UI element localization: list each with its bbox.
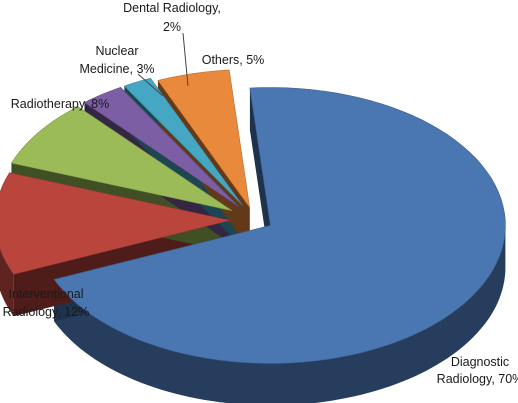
data-label-line: Dental Radiology, bbox=[123, 1, 221, 15]
slice-radiotherapy bbox=[10, 106, 233, 211]
data-label-line: Radiotherapy, 8% bbox=[11, 97, 109, 111]
slice-side-1 bbox=[0, 248, 14, 317]
data-label-diagnostic-radiology: Diagnostic Radiology, 70% bbox=[437, 355, 518, 386]
slice-interventional-radiology bbox=[0, 172, 231, 275]
data-label-line: Radiology, 12% bbox=[3, 305, 90, 319]
data-label-nuclear-medicine: Nuclear Medicine, 3% bbox=[79, 44, 154, 76]
data-label-radiotherapy: Radiotherapy, 8% bbox=[11, 97, 109, 111]
slice-others bbox=[157, 69, 250, 208]
leader-line-3 bbox=[137, 73, 164, 97]
slice-diagnostic-radiology bbox=[53, 87, 506, 364]
data-labels: Diagnostic Radiology, 70% Interventional Ra… bbox=[3, 1, 518, 386]
data-label-line: Interventional bbox=[8, 287, 83, 301]
data-label-line: Others, 5% bbox=[202, 53, 265, 67]
slice-cut-0-0 bbox=[249, 88, 271, 268]
data-label-line: Nuclear bbox=[95, 44, 138, 58]
data-label-dental-radiology: Dental Radiology, 2% bbox=[123, 1, 221, 34]
data-label-others: Others, 5% bbox=[202, 53, 265, 67]
slice-tops bbox=[0, 69, 506, 364]
data-label-line: Radiology, 70% bbox=[437, 372, 518, 386]
data-label-line: Medicine, 3% bbox=[79, 62, 154, 76]
slice-dental-radiology bbox=[123, 77, 243, 206]
data-label-line: 2% bbox=[163, 20, 181, 34]
slice-side-0 bbox=[54, 225, 506, 403]
data-label-interventional-radiology: Interventional Radiology, 12% bbox=[3, 287, 90, 319]
slice-nuclear-medicine bbox=[83, 87, 239, 207]
data-label-line: Diagnostic bbox=[451, 355, 509, 369]
leader-line-4 bbox=[182, 32, 189, 87]
